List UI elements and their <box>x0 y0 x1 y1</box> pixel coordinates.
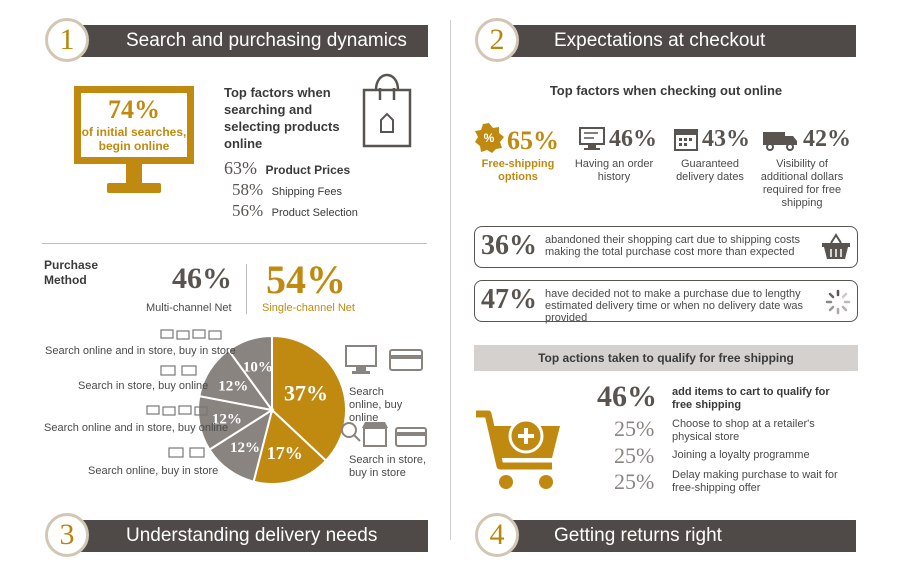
pie-label-online-instore-buy-online: Search online and in store, buy online <box>44 422 229 434</box>
column-divider <box>450 20 451 540</box>
pie-slice-1-label: 37% <box>284 380 328 405</box>
svg-text:%: % <box>484 131 495 145</box>
checkout-factor-2-pct: 46% <box>609 126 657 152</box>
search-factor-2-pct: 58% <box>232 180 264 199</box>
horizontal-divider <box>42 243 427 244</box>
multi-channel-label: Multi-channel Net <box>146 302 232 314</box>
single-channel-pct: 54% <box>266 257 346 302</box>
store-and-card-icon <box>341 422 427 447</box>
checkout-factor-3-label: Guaranteed delivery dates <box>676 158 744 183</box>
shopping-bag-icon <box>362 73 412 148</box>
action-3-label: Joining a loyalty programme <box>672 449 810 461</box>
checkout-factor-4-label: Visibility of additional dollars require… <box>760 158 844 209</box>
delivery-truck-icon <box>763 132 797 151</box>
abandoned-cart-box: 36% abandoned their shopping cart due to… <box>474 226 858 268</box>
delivery-time-box: 47% have decided not to make a purchase … <box>474 280 858 324</box>
section-1-title: Search and purchasing dynamics <box>126 30 407 51</box>
section-4-title: Getting returns right <box>554 525 722 546</box>
search-factor-1-label: Product Prices <box>265 163 351 177</box>
pie-slice-3-label: 12% <box>230 440 260 456</box>
channel-divider <box>246 264 247 314</box>
section-3-title: Understanding delivery needs <box>126 525 378 546</box>
computer-and-card-icon <box>345 345 423 374</box>
section-3-number: 3 <box>45 513 89 557</box>
pie-slice-5-label: 12% <box>218 378 248 394</box>
calendar-icon <box>674 129 698 151</box>
action-2-label: Choose to shop at a retailer's physical … <box>672 418 815 443</box>
section-2-title: Expectations at checkout <box>554 30 766 51</box>
channel-icons-row-2 <box>160 365 197 376</box>
search-factors-title: Top factors when searching and selecting… <box>224 85 340 151</box>
section-3-header: Understanding delivery needs <box>66 520 428 552</box>
pie-label-online-buy-online: Search online, buy online <box>349 386 403 424</box>
abandoned-cart-text: abandoned their shopping cart due to shi… <box>545 234 801 258</box>
shopping-basket-icon <box>822 233 850 259</box>
delivery-time-text: have decided not to make a purchase due … <box>545 288 804 324</box>
channel-icons-row-4 <box>168 447 205 458</box>
pie-slice-1 <box>271 334 347 463</box>
section-4-number: 4 <box>475 513 519 557</box>
action-1-label: add items to cart to qualify for free sh… <box>672 386 830 411</box>
search-factor-3-label: Product Selection <box>271 207 358 219</box>
section-4-header: Getting returns right <box>494 520 856 552</box>
action-4-pct: 25% <box>614 469 655 494</box>
search-factor-1: 63% Product Prices <box>224 158 350 179</box>
purchase-method-title: Purchase Method <box>44 258 99 287</box>
monitor-percent: 74% <box>108 95 160 124</box>
pie-slice-2 <box>252 408 328 485</box>
checkout-factor-1-pct: 65% <box>507 126 559 155</box>
checkout-factor-3-pct: 43% <box>702 126 750 152</box>
monitor-icon <box>74 86 194 193</box>
abandoned-cart-pct: 36% <box>481 230 537 261</box>
multi-channel-pct: 46% <box>172 262 232 295</box>
section-1-header: Search and purchasing dynamics <box>66 25 428 57</box>
pie-slice-6 <box>227 334 273 414</box>
pie-label-instore-buy-instore: Search in store, buy in store <box>349 454 427 479</box>
action-1-pct: 46% <box>597 380 657 413</box>
free-shipping-title-bar: Top actions taken to qualify for free sh… <box>474 345 858 371</box>
section-1-number: 1 <box>45 18 89 62</box>
free-shipping-title: Top actions taken to qualify for free sh… <box>538 351 794 365</box>
pie-label-instore-buy-online: Search in store, buy online <box>78 380 209 392</box>
single-channel-label: Single-channel Net <box>262 302 355 314</box>
checkout-factor-2-label: Having an order history <box>574 158 654 183</box>
action-3-pct: 25% <box>614 443 655 468</box>
search-factor-1-pct: 63% <box>224 158 257 178</box>
search-factor-3-pct: 56% <box>232 201 264 220</box>
checkout-factors-title: Top factors when checking out online <box>549 83 783 98</box>
delivery-time-pct: 47% <box>481 284 537 315</box>
pie-slice-6-label: 10% <box>243 359 273 375</box>
section-2-header: Expectations at checkout <box>494 25 856 57</box>
order-history-icon <box>579 127 605 150</box>
purchase-method-pie-chart: 37% 17% 12% 12% 12% 10% <box>197 334 347 485</box>
monitor-caption: of initial searches, begin online <box>81 125 187 153</box>
search-factor-2: 58% Shipping Fees <box>232 180 342 200</box>
action-4-label: Delay making purchase to wait for free-s… <box>672 469 838 494</box>
section-2-number: 2 <box>475 18 519 62</box>
checkout-factor-1-label: Free-shipping options <box>481 158 555 183</box>
search-factor-2-label: Shipping Fees <box>271 186 342 198</box>
checkout-factor-4-pct: 42% <box>803 126 851 152</box>
shopping-cart-add-icon <box>476 410 560 489</box>
pie-label-online-instore-buy-instore: Search online and in store, buy in store <box>45 345 236 357</box>
pie-slice-2-label: 17% <box>267 443 303 463</box>
search-factor-3: 56% Product Selection <box>232 201 358 221</box>
channel-icons-row-1 <box>160 329 222 340</box>
pie-slice-4-label: 12% <box>212 412 242 428</box>
channel-icons-row-3 <box>146 405 208 416</box>
loading-spinner-icon <box>825 289 851 315</box>
percent-badge-icon: % <box>475 123 504 153</box>
pie-label-online-buy-instore: Search online, buy in store <box>88 465 219 477</box>
action-2-pct: 25% <box>614 416 655 441</box>
